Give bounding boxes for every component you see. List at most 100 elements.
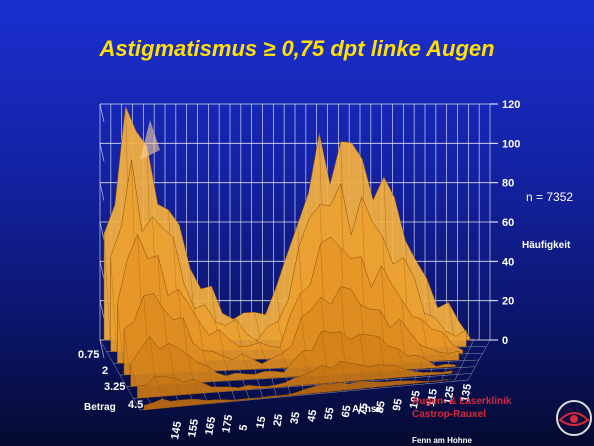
x-tick-label: 5: [237, 424, 250, 432]
surface-facet: [377, 364, 384, 380]
surface-facet: [192, 379, 200, 395]
x-tick-label: 15: [254, 415, 268, 429]
surface-facet: [439, 352, 446, 362]
surface-facet: [187, 355, 195, 384]
x-tick-label: 105: [408, 390, 423, 410]
z-axis-label: Häufigkeit: [522, 240, 571, 251]
surface-facet: [469, 337, 477, 341]
surface-facet: [269, 395, 276, 398]
x-tick-label: 65: [340, 404, 354, 418]
surface-facet: [448, 302, 455, 341]
surface-facet: [251, 397, 258, 400]
surface-facet: [451, 370, 458, 374]
z-tick-label: 60: [502, 217, 514, 229]
surface-facet: [242, 354, 249, 370]
surface-facet: [442, 331, 449, 354]
surface-facet: [117, 303, 124, 364]
x-tick-label: 155: [186, 418, 201, 438]
y-tick-label: 4.5: [128, 399, 143, 411]
x-tick-label: 135: [459, 383, 474, 403]
surface-facet: [143, 405, 151, 411]
surface-facet: [458, 350, 466, 361]
sample-size: n = 7352: [526, 190, 574, 204]
surface-facet: [455, 364, 462, 367]
surface-facet: [283, 372, 290, 378]
surface-facet: [340, 361, 347, 383]
surface-facet: [259, 342, 266, 360]
logo-line-1: Augen- & Laserklinik: [412, 396, 512, 407]
surface-facet: [245, 373, 252, 380]
x-tick-label: 75: [357, 402, 371, 416]
x-tick-label: 115: [425, 388, 440, 408]
surface-facet: [285, 382, 292, 387]
z-tick-label: 0: [502, 335, 508, 347]
y-tick-label: 2: [102, 365, 108, 377]
surface-facet: [168, 343, 176, 385]
x-tick-label: 25: [271, 413, 285, 427]
y-axis-ticks: 0.752 3.254.5: [78, 349, 143, 411]
surface-facet: [130, 363, 137, 387]
z-tick-label: 120: [502, 99, 520, 111]
surface-facet: [358, 364, 366, 381]
surface-facet: [303, 375, 310, 386]
surface-facet: [436, 365, 443, 369]
z-tick-label: 80: [502, 178, 514, 190]
surface-facet: [462, 350, 469, 354]
surface-facet: [137, 385, 144, 399]
logo-line-2: Castrop-Rauxel: [412, 409, 486, 420]
surface-facet: [229, 386, 236, 392]
surface-facet: [287, 394, 294, 397]
surface-facet: [174, 378, 181, 396]
surface-facet: [266, 386, 273, 389]
surface-facet: [376, 381, 383, 388]
surface-facet: [248, 384, 255, 390]
surface-facet: [110, 256, 117, 352]
x-tick-label: 45: [306, 409, 320, 423]
x-tick-label: 35: [289, 411, 303, 425]
surface-facet: [222, 355, 229, 371]
surface-facet: [206, 365, 214, 383]
y-tick-label: 3.25: [104, 381, 125, 393]
x-tick-label: 85: [374, 400, 388, 414]
surface-facet: [304, 389, 312, 395]
surface-facet: [155, 375, 163, 397]
chart-title: Astigmatismus ≥ 0,75 dpt linke Augen: [99, 36, 495, 61]
surface-plot: [103, 105, 477, 411]
surface-facet: [215, 399, 222, 404]
surface-facet: [302, 350, 309, 377]
z-axis-ticks: 0 20 40 60 80 100 120: [490, 99, 520, 347]
x-axis-label: Achse: [352, 404, 382, 415]
surface-facet: [358, 381, 365, 389]
surface-facet: [321, 365, 329, 384]
surface-facet: [433, 371, 440, 376]
logo-line-3: Fenn am Hohne: [412, 436, 473, 445]
y-tick-label: 0.75: [78, 349, 99, 361]
surface-facet: [395, 365, 403, 378]
x-axis-ticks: 145 155 165 175 5 15 25 35 45 55 65 75 85 95 105 115 125…: [169, 383, 474, 441]
surface-ribbon: [130, 331, 456, 387]
surface-facet: [233, 399, 240, 402]
surface-facet: [416, 355, 424, 370]
clinic-logo: Augen- & Laserklinik Castrop-Rauxel Fenn…: [412, 396, 594, 446]
eye-logo-icon: [556, 400, 592, 436]
z-tick-label: 20: [502, 296, 514, 308]
surface-facet: [281, 353, 288, 369]
surface-facet: [412, 380, 419, 384]
z-tick-label: 100: [502, 138, 520, 150]
x-tick-label: 175: [220, 414, 235, 434]
x-tick-label: 125: [442, 385, 457, 405]
surface-facet: [261, 363, 269, 370]
surface-facet: [340, 382, 347, 391]
surface-facet: [394, 380, 401, 386]
surface-facet: [254, 312, 261, 341]
surface-facet: [179, 399, 186, 407]
surface-facet: [414, 371, 421, 377]
surface-facet: [397, 348, 405, 371]
x-tick-label: 55: [323, 407, 337, 421]
surface-facet: [123, 328, 131, 376]
surface-facet: [322, 383, 330, 393]
surface-facet: [197, 399, 204, 405]
surface-facet: [225, 375, 233, 381]
